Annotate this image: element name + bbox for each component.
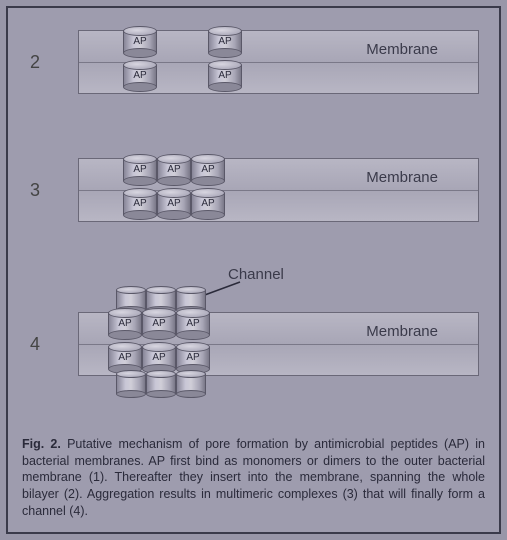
cylinder-label: AP: [108, 352, 142, 363]
cylinder-label: AP: [142, 352, 176, 363]
ap-cylinder: [176, 370, 206, 398]
cylinder-top: [108, 308, 142, 318]
cylinder-top: [191, 154, 225, 164]
ap-cylinder: AP: [157, 154, 191, 186]
cylinder-top: [157, 154, 191, 164]
ap-cylinder: AP: [123, 188, 157, 220]
ap-cylinder: AP: [123, 154, 157, 186]
cylinder-label: AP: [157, 164, 191, 175]
stage-3: 3 Membrane APAPAPAPAPAP: [8, 138, 499, 242]
ap-cylinder: AP: [191, 154, 225, 186]
diagram-area: 2 Membrane APAPAPAP 3 Membrane APAPAPAPA…: [8, 8, 499, 438]
ap-cylinder: AP: [176, 308, 210, 340]
ap-cylinder: [146, 370, 176, 398]
cylinder-label: AP: [108, 318, 142, 329]
cylinder-label: AP: [191, 198, 225, 209]
figure-caption: Fig. 2. Putative mechanism of pore forma…: [22, 436, 485, 520]
cylinder-bottom: [176, 330, 210, 340]
channel-label: Channel: [228, 266, 284, 283]
cylinder-top: [191, 188, 225, 198]
cylinder-bottom: [142, 330, 176, 340]
cylinder-label: AP: [142, 318, 176, 329]
cylinder-bottom: [191, 210, 225, 220]
cylinder-bottom: [191, 176, 225, 186]
cylinder-bottom: [123, 210, 157, 220]
ap-cylinder: AP: [191, 188, 225, 220]
cylinder-bottom: [208, 82, 242, 92]
cylinder-label: AP: [208, 36, 242, 47]
cylinder-bottom: [208, 48, 242, 58]
cylinder-top: [176, 308, 210, 318]
stage-2: 2 Membrane AP AP AP AP: [8, 10, 499, 114]
cylinder-top: [208, 60, 242, 70]
cylinder-top: [142, 342, 176, 352]
cylinder-label: AP: [123, 70, 157, 81]
cylinder-bottom: [176, 390, 206, 398]
cylinder-top: [176, 370, 206, 378]
ap-cylinder: AP: [142, 308, 176, 340]
cylinder-label: AP: [123, 164, 157, 175]
cylinder-top: [123, 188, 157, 198]
figure-frame: 2 Membrane APAPAPAP 3 Membrane APAPAPAPA…: [6, 6, 501, 534]
cylinder-bottom: [157, 210, 191, 220]
cylinder-top: [208, 26, 242, 36]
cylinder-label: AP: [157, 198, 191, 209]
cylinder-top: [146, 370, 176, 378]
cylinder-bottom: [123, 48, 157, 58]
stage-number: 2: [30, 52, 40, 73]
cylinder-top: [123, 154, 157, 164]
cylinder-bottom: [108, 330, 142, 340]
caption-text: Putative mechanism of pore formation by …: [22, 437, 485, 519]
cylinder-bottom: [146, 390, 176, 398]
cylinder-label: AP: [123, 198, 157, 209]
cylinder-top: [123, 60, 157, 70]
membrane-label: Membrane: [366, 323, 438, 340]
ap-cylinder: [116, 370, 146, 398]
cylinder-label: AP: [208, 70, 242, 81]
cylinder-top: [123, 26, 157, 36]
cylinder-top: [116, 286, 146, 294]
membrane-label: Membrane: [366, 41, 438, 58]
ap-cylinder: AP: [208, 26, 242, 58]
cylinder-label: AP: [123, 36, 157, 47]
cylinder-label: AP: [191, 164, 225, 175]
cylinder-label: AP: [176, 352, 210, 363]
stage-number: 4: [30, 334, 40, 355]
stage-number: 3: [30, 180, 40, 201]
ap-cylinder: AP: [108, 342, 142, 374]
caption-bold: Fig. 2.: [22, 437, 61, 451]
cylinder-top: [142, 308, 176, 318]
ap-cylinder: AP: [123, 26, 157, 58]
cylinder-label: AP: [176, 318, 210, 329]
stage-4: 4 Channel Membrane APAPAPAPAPAP: [8, 270, 499, 420]
cylinder-top: [146, 286, 176, 294]
membrane-label: Membrane: [366, 169, 438, 186]
cylinder-top: [108, 342, 142, 352]
cylinder-top: [116, 370, 146, 378]
cylinder-top: [157, 188, 191, 198]
ap-cylinder: AP: [157, 188, 191, 220]
cylinder-top: [176, 342, 210, 352]
cylinder-top: [176, 286, 206, 294]
cylinder-bottom: [123, 82, 157, 92]
cylinder-bottom: [116, 390, 146, 398]
ap-cylinder: AP: [208, 60, 242, 92]
ap-cylinder: AP: [108, 308, 142, 340]
cylinder-bottom: [157, 176, 191, 186]
ap-cylinder: AP: [123, 60, 157, 92]
cylinder-bottom: [123, 176, 157, 186]
